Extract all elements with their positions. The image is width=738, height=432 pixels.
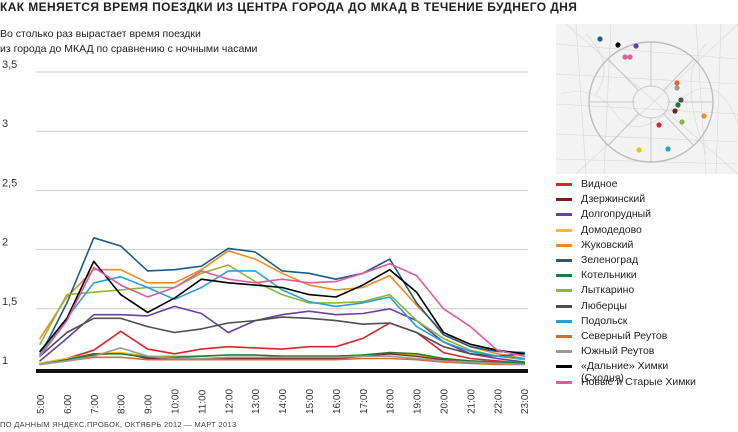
legend-item: Новые и Старые Химки [556, 376, 696, 388]
legend-item: Дзержинский [556, 193, 645, 205]
x-tick-label: 12:00 [224, 389, 235, 414]
y-tick-label: 1,5 [2, 296, 17, 308]
legend-item: Южный Реутов [556, 345, 654, 357]
legend-swatch [556, 289, 572, 293]
x-tick-label: 11:00 [197, 389, 208, 414]
legend-label: «Дальние» Химки (Сходня) [581, 360, 669, 385]
moscow-map-icon [556, 24, 738, 174]
legend-swatch [556, 380, 572, 384]
legend-swatch [556, 304, 572, 308]
legend-label: Котельники [581, 269, 637, 282]
series-line-10 [39, 356, 525, 366]
legend-label: Жуковский [581, 238, 634, 251]
series-line-12 [39, 260, 525, 355]
legend-swatch [556, 213, 572, 217]
x-tick-label: 20:00 [440, 389, 451, 414]
legend-label: Долгопрудный [581, 208, 652, 221]
legend-item: Зеленоград [556, 254, 638, 266]
x-tick-label: 16:00 [332, 389, 343, 414]
x-tick-label: 8:00 [117, 394, 128, 414]
legend-item: Люберцы [556, 300, 627, 312]
legend-swatch [556, 243, 572, 247]
x-tick-label: 18:00 [386, 389, 397, 414]
legend-label: Новые и Старые Химки [581, 375, 696, 388]
y-tick-label: 1 [2, 355, 8, 367]
series-line-11 [39, 347, 525, 366]
chart-title: КАК МЕНЯЕТСЯ ВРЕМЯ ПОЕЗДКИ ИЗ ЦЕНТРА ГОР… [0, 0, 578, 14]
legend-swatch [556, 228, 572, 232]
series-line-9 [39, 270, 525, 360]
x-tick-label: 13:00 [251, 389, 262, 414]
legend-label: Подольск [581, 314, 628, 327]
y-tick-label: 3,5 [2, 59, 17, 71]
x-tick-label: 22:00 [493, 389, 504, 414]
x-tick-label: 19:00 [413, 389, 424, 414]
line-chart: 1 1,5 2 2,5 3 3,5 5:00 6:00 7:00 8:00 9:00 10:00 11:… [2, 59, 531, 414]
legend-label: Южный Реутов [581, 345, 655, 358]
legend-item: Домодедово [556, 224, 642, 236]
legend-label: Северный Реутов [581, 330, 668, 342]
legend-item: Долгопрудный [556, 208, 651, 220]
subtitle-line-2: из города до МКАД по сравнению с ночными… [0, 43, 258, 55]
legend-item: Подольск [556, 315, 627, 327]
legend-label: Дзержинский [581, 193, 646, 206]
series-line-7 [39, 264, 525, 361]
legend-item: Северный Реутов [556, 330, 667, 342]
map-graphic [556, 24, 738, 174]
legend-item: «Дальние» Химки (Сходня) [556, 360, 668, 384]
subtitle-line-1: Во столько раз вырастает время поездки [0, 28, 201, 40]
legend-swatch [556, 183, 572, 186]
legend-label: Лыткарино [581, 284, 635, 297]
legend-swatch [556, 259, 572, 262]
y-tick-label: 2,5 [2, 177, 17, 189]
series-line-13 [39, 263, 525, 357]
legend-swatch [556, 198, 572, 202]
legend-swatch [556, 319, 572, 323]
x-tick-label: 17:00 [359, 389, 370, 414]
x-tick-label: 5:00 [36, 394, 47, 414]
legend-swatch [556, 335, 572, 338]
legend-label: Домодедово [581, 223, 642, 236]
legend-item: Видное [556, 178, 617, 190]
legend-swatch [556, 365, 572, 369]
legend-swatch [556, 274, 572, 278]
x-tick-label: 23:00 [520, 389, 531, 414]
x-tick-label: 9:00 [144, 394, 155, 414]
x-tick-label: 10:00 [171, 389, 182, 414]
legend-item: Жуковский [556, 239, 633, 251]
series-line-0 [39, 322, 525, 365]
x-tick-label: 7:00 [90, 394, 101, 414]
series-line-6 [39, 351, 525, 366]
chart-subtitle: Во столько раз вырастает время поездки и… [0, 27, 257, 57]
legend-label: Видное [581, 178, 618, 190]
y-tick-label: 3 [2, 118, 8, 130]
data-source-note: ПО ДАННЫМ ЯНДЕКС.ПРОБОК, ОКТЯБРЬ 2012 — … [0, 420, 237, 429]
legend-label: Зеленоград [581, 254, 639, 266]
x-tick-label: 14:00 [278, 389, 289, 414]
legend-swatch [556, 350, 572, 354]
series-line-8 [39, 316, 525, 357]
y-tick-label: 2 [2, 237, 8, 249]
x-tick-label: 15:00 [305, 389, 316, 414]
x-tick-label: 6:00 [63, 394, 74, 414]
legend-item: Котельники [556, 269, 637, 281]
legend-item: Лыткарино [556, 284, 634, 296]
series-line-5 [39, 237, 525, 357]
x-tick-label: 21:00 [466, 389, 477, 414]
legend-label: Люберцы [581, 299, 627, 312]
